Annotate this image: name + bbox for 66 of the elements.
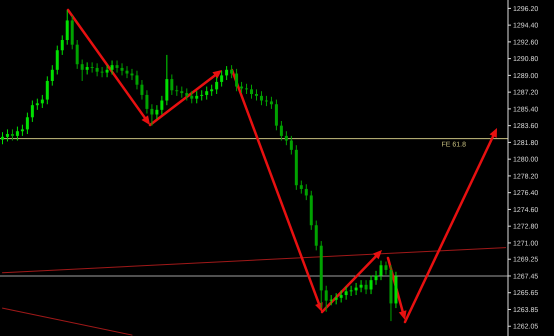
candlestick xyxy=(254,88,258,102)
candlestick xyxy=(106,64,109,78)
candlestick xyxy=(140,80,144,100)
candlestick xyxy=(360,280,363,293)
candlestick xyxy=(130,68,134,81)
candlestick xyxy=(10,128,14,142)
candlestick xyxy=(40,94,44,108)
candlestick xyxy=(46,76,49,105)
candlestick xyxy=(185,88,188,102)
candlestick xyxy=(270,96,273,110)
candlestick xyxy=(274,99,278,131)
candlestick xyxy=(324,285,328,312)
candlestick xyxy=(300,180,303,194)
candlestick xyxy=(135,70,138,90)
candlestick xyxy=(284,130,288,146)
candlestick xyxy=(26,112,29,135)
candlestick xyxy=(160,95,164,115)
candlestick xyxy=(230,64,234,79)
candlestick xyxy=(340,290,343,303)
candlestick xyxy=(86,62,89,75)
candlestick xyxy=(384,261,388,276)
candlestick xyxy=(116,60,119,74)
candlestick xyxy=(280,120,283,142)
candlestick xyxy=(145,90,148,114)
candlestick xyxy=(200,90,204,102)
candlestick xyxy=(90,62,94,74)
candlestick xyxy=(250,84,254,100)
candlestick xyxy=(264,95,268,107)
candlestick xyxy=(364,280,368,295)
candlestick xyxy=(215,76,218,95)
candlestick xyxy=(100,66,104,78)
candlestick xyxy=(260,90,263,106)
candlestick xyxy=(225,66,228,81)
candlestick xyxy=(155,104,158,120)
candlestick xyxy=(150,104,154,126)
candlestick xyxy=(96,62,99,77)
candlestick xyxy=(126,66,128,79)
candlestick xyxy=(50,64,54,86)
candlestick xyxy=(6,128,9,142)
candlestick xyxy=(80,59,84,82)
candlestick xyxy=(76,40,79,70)
candlestick xyxy=(110,60,114,75)
candlestick xyxy=(380,260,382,281)
candlestick xyxy=(170,74,174,96)
candlestick xyxy=(344,286,348,300)
candlestick xyxy=(0,132,4,145)
candlestick xyxy=(195,90,198,104)
candlestick xyxy=(290,135,293,156)
candlestick xyxy=(220,70,224,88)
candlestick xyxy=(235,68,238,92)
candlestick xyxy=(304,184,308,201)
candlestick xyxy=(354,282,358,296)
candlestick xyxy=(240,81,244,94)
candlestick xyxy=(245,83,248,95)
candlestick xyxy=(330,294,333,306)
candlestick xyxy=(180,86,184,98)
candlestick xyxy=(374,270,378,286)
candlestick xyxy=(66,10,69,46)
candlestick xyxy=(30,100,34,122)
candlestick xyxy=(350,285,353,296)
candlestick xyxy=(16,126,19,142)
candlestick xyxy=(165,54,168,106)
candlestick xyxy=(205,86,208,100)
candlestick xyxy=(120,62,124,76)
candlestick xyxy=(56,45,59,75)
candlestick xyxy=(370,275,373,295)
